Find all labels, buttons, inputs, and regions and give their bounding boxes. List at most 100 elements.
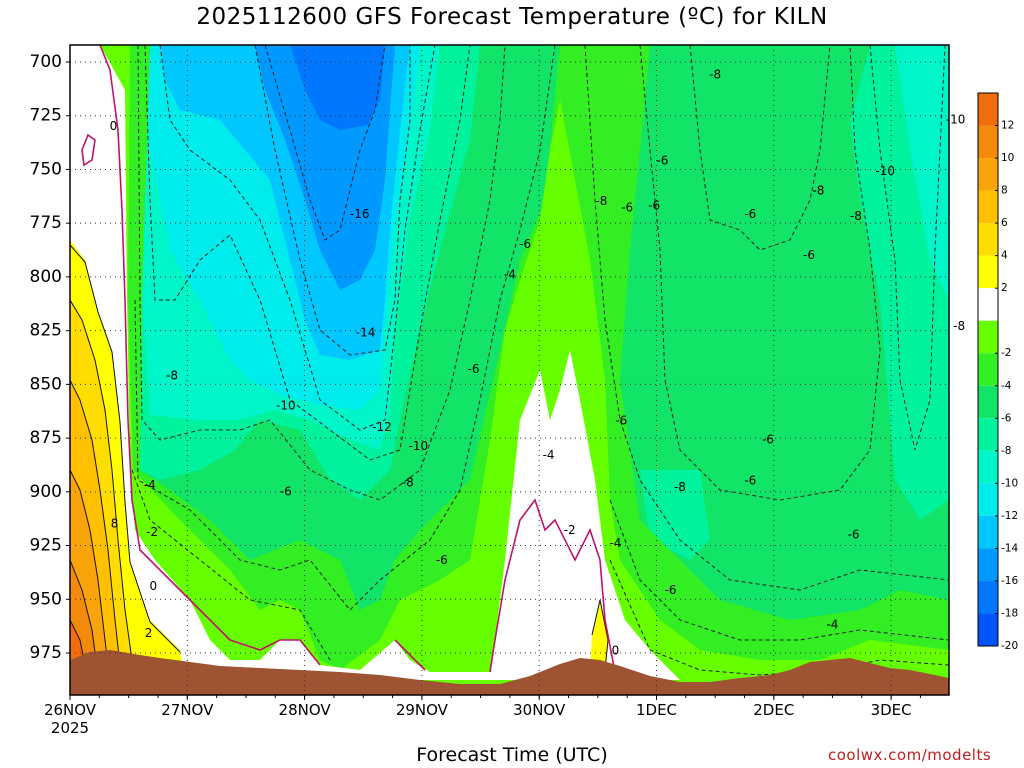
chart-title: 2025112600 GFS Forecast Temperature (ºC)…: [196, 4, 828, 30]
colorbar-tick-label: -4: [1001, 380, 1012, 392]
colorbar-tick-label: -16: [1001, 575, 1018, 587]
y-axis-ticks: 700 725 750 775 800 825 850 875 900 925 950 975: [30, 52, 70, 663]
colorbar-bin: [978, 320, 998, 354]
contour-label: -6: [436, 553, 448, 567]
contour-minus-4-east: [609, 499, 949, 641]
y-tick-label: 750: [30, 159, 62, 179]
colorbar-bin: [978, 288, 998, 321]
x-tick-label: 29NOV: [396, 701, 449, 719]
y-tick-label: 700: [30, 52, 62, 72]
contour-2: [70, 244, 181, 653]
contour-label: -6: [744, 474, 756, 488]
colorbar-bin: [978, 255, 998, 289]
contour-label: -6: [665, 583, 677, 597]
band-minus-20-to-minus-18: [290, 45, 385, 130]
colorbar-bin: [978, 353, 998, 386]
contour-label: -10: [946, 113, 966, 127]
contour-label: -6: [744, 207, 756, 221]
freezing-line: [81, 45, 616, 673]
colorbar-bin: [978, 418, 998, 451]
contour-label: 8: [111, 517, 119, 531]
contour-label: -6: [468, 362, 480, 376]
y-tick-label: 850: [30, 374, 62, 394]
contour-12: [70, 619, 85, 661]
colorbar-tick-label: -20: [1001, 640, 1018, 652]
contour-label: -16: [350, 207, 370, 221]
x-tick-label-line: 2025: [51, 719, 89, 737]
colorbar-bin: [978, 580, 998, 614]
colorbar-bin: [978, 450, 998, 484]
colorbar-tick-label: -18: [1001, 607, 1018, 619]
contour-label: -10: [276, 398, 296, 412]
freezing-line-center: [489, 498, 616, 673]
y-tick-label: 875: [30, 428, 62, 448]
contour-label: -8: [953, 319, 965, 333]
contour-label: -6: [621, 201, 633, 215]
colorbar-tick-label: 4: [1001, 250, 1008, 262]
band-12-to-14: [70, 620, 84, 665]
contour-label: -4: [826, 618, 838, 632]
contour-label: -6: [762, 433, 774, 447]
contour-minus-4: [131, 469, 331, 661]
colorbar-bin: [978, 613, 998, 646]
contour-label: 0: [612, 643, 620, 657]
x-tick-label: 1DEC: [636, 701, 677, 719]
contour-label: -8: [166, 368, 178, 382]
y-tick-label: 775: [30, 213, 62, 233]
contour-label: -8: [674, 480, 686, 494]
contour-minus-8: [137, 45, 506, 501]
contour-10: [70, 559, 97, 661]
contour-label: -8: [595, 194, 607, 208]
contour-label: -8: [709, 67, 721, 81]
credit-link[interactable]: coolwx.com/modelts: [828, 746, 992, 764]
contour-4: [70, 299, 133, 661]
band-minus-2-to-2: [70, 45, 680, 680]
y-tick-label: 800: [30, 267, 62, 287]
freezing-line-west: [99, 45, 321, 666]
x-tick-label-line: 30NOV: [513, 701, 566, 719]
contour-minus-12: [159, 45, 436, 431]
contour-label: -8: [402, 476, 414, 490]
x-axis-label: Forecast Time (UTC): [416, 744, 608, 766]
colorbar-tick-label: 8: [1001, 185, 1008, 197]
contour-label: -2: [146, 525, 158, 539]
colorbar-tick-label: -8: [1001, 445, 1011, 457]
contour-minus-6-east: [584, 45, 949, 591]
dashed-contours: [131, 45, 949, 676]
colorbar-tick-label: -14: [1001, 542, 1018, 554]
grid-lines: [70, 45, 949, 695]
freezing-line-mid: [394, 639, 426, 671]
contour-label: -12: [372, 420, 392, 434]
colorbar-tick-label: 10: [1001, 152, 1014, 164]
colorbar-bin: [978, 93, 998, 126]
contour-label: -6: [848, 527, 860, 541]
contour-label: -4: [144, 478, 156, 492]
contour-2-east: [591, 599, 609, 671]
contour-label: -6: [280, 484, 292, 498]
x-tick-label-line: 3DEC: [871, 701, 912, 719]
contour-minus-6-north: [689, 45, 831, 251]
colorbar-tick-label: 6: [1001, 217, 1008, 229]
contour-minus-16: [264, 45, 386, 241]
x-tick-label: 28NOV: [279, 701, 332, 719]
contour-label: -10: [409, 439, 429, 453]
contour-label: -14: [356, 325, 376, 339]
colorbar-tick-label: -12: [1001, 510, 1018, 522]
contour-labels: 0 -8 -4 -2 8 0 2 -10 -6 -16 -14 -12 -10 -8 -6 -6 -4 -6 -4 -…: [110, 67, 966, 657]
colorbar: 12 10 8 6 4 2 -2 -4 -6 -8 -10 -12 -14 -16 -18 -20: [977, 92, 1018, 652]
x-tick-label: 2DEC: [753, 701, 794, 719]
contour-label: -10: [875, 164, 895, 178]
colorbar-bin: [978, 223, 998, 256]
contour-label: -8: [812, 183, 824, 197]
colorbar-tick-label: -6: [1001, 412, 1012, 424]
contour-label: -8: [850, 209, 862, 223]
contour-label: -4: [609, 536, 621, 550]
contour-minus-6: [134, 45, 556, 611]
colorbar-bin: [978, 548, 998, 581]
colorbar-bin: [978, 190, 998, 224]
colorbar-bin: [978, 125, 998, 159]
contour-label: -2: [564, 523, 576, 537]
solid-contours: [70, 244, 609, 671]
temperature-field: [70, 45, 949, 695]
